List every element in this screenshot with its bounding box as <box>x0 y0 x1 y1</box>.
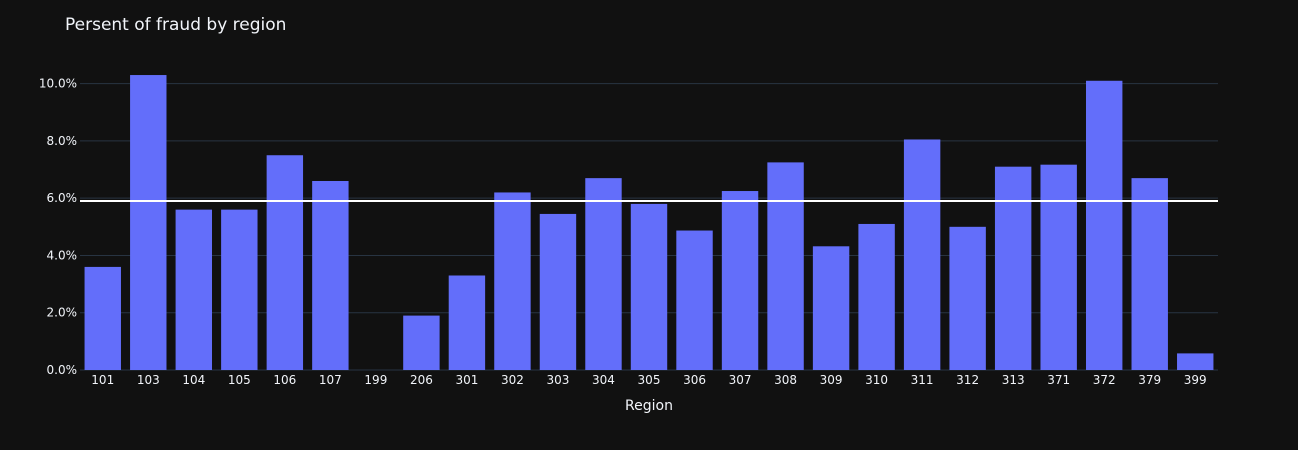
y-tick-label: 10.0% <box>39 77 77 91</box>
bar-306[interactable] <box>676 230 713 370</box>
y-tick-label: 2.0% <box>47 306 78 320</box>
bar-308[interactable] <box>767 162 804 370</box>
x-tick-label: 308 <box>774 373 797 387</box>
bar-371[interactable] <box>1040 164 1077 370</box>
y-tick-label: 0.0% <box>47 363 78 377</box>
bar-301[interactable] <box>448 275 486 371</box>
x-tick-label: 313 <box>1002 373 1025 387</box>
bar-304[interactable] <box>585 178 622 370</box>
x-tick-label: 301 <box>455 373 478 387</box>
bar-312[interactable] <box>949 226 986 370</box>
bar-309[interactable] <box>812 246 850 370</box>
x-tick-label: 199 <box>364 373 387 387</box>
x-tick-label: 379 <box>1138 373 1161 387</box>
x-tick-label: 107 <box>319 373 342 387</box>
x-tick-label: 372 <box>1093 373 1116 387</box>
bar-303[interactable] <box>539 213 577 370</box>
x-tick-label: 105 <box>228 373 251 387</box>
x-tick-label: 311 <box>911 373 934 387</box>
bar-379[interactable] <box>1131 178 1168 370</box>
x-tick-label: 106 <box>273 373 296 387</box>
bar-107[interactable] <box>312 181 349 370</box>
bar-104[interactable] <box>175 209 213 370</box>
y-tick-label: 4.0% <box>47 248 78 262</box>
bar-313[interactable] <box>994 166 1032 370</box>
x-tick-label: 307 <box>729 373 752 387</box>
x-tick-layer: 101 103 104 105 106 107 199 206 301 302 303 304 305 3… <box>91 373 1206 387</box>
x-tick-label: 304 <box>592 373 615 387</box>
x-tick-label: 104 <box>182 373 205 387</box>
x-tick-label: 101 <box>91 373 114 387</box>
bar-311[interactable] <box>903 139 941 370</box>
bar-372[interactable] <box>1085 80 1123 370</box>
x-tick-label: 302 <box>501 373 524 387</box>
x-tick-label: 306 <box>683 373 706 387</box>
x-tick-label: 312 <box>956 373 979 387</box>
bar-302[interactable] <box>494 192 531 370</box>
x-tick-label: 310 <box>865 373 888 387</box>
bar-101[interactable] <box>84 266 121 370</box>
x-axis-label: Region <box>625 398 673 414</box>
x-tick-label: 399 <box>1184 373 1207 387</box>
x-tick-label: 206 <box>410 373 433 387</box>
chart-title: Persent of fraud by region <box>65 15 286 35</box>
bar-206[interactable] <box>403 315 440 370</box>
bar-310[interactable] <box>858 223 895 370</box>
x-tick-label: 103 <box>137 373 160 387</box>
bar-layer <box>84 75 1214 371</box>
x-tick-label: 309 <box>820 373 843 387</box>
bar-103[interactable] <box>130 75 167 370</box>
bar-305[interactable] <box>630 203 668 370</box>
y-tick-label: 6.0% <box>47 191 78 205</box>
bar-106[interactable] <box>266 155 304 370</box>
bar-105[interactable] <box>221 209 258 370</box>
bar-307[interactable] <box>721 191 759 370</box>
x-tick-label: 305 <box>638 373 661 387</box>
y-tick-label: 8.0% <box>47 134 78 148</box>
bar-399[interactable] <box>1177 353 1214 370</box>
x-tick-label: 371 <box>1047 373 1070 387</box>
x-tick-label: 303 <box>547 373 570 387</box>
y-tick-layer: 0.0% 2.0% 4.0% 6.0% 8.0% 10.0% <box>39 77 77 377</box>
